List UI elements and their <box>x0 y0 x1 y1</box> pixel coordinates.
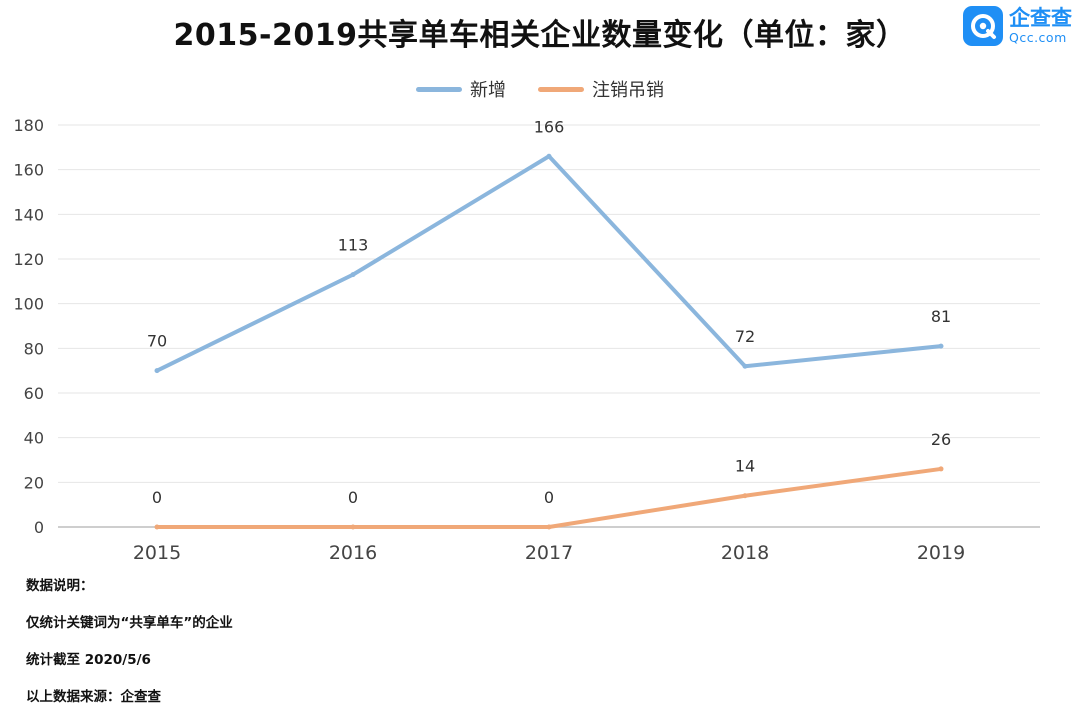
data-label: 0 <box>348 488 358 507</box>
data-label: 166 <box>534 117 565 136</box>
y-tick-label: 40 <box>24 429 44 448</box>
data-label: 26 <box>931 430 951 449</box>
data-notes: 数据说明： 仅统计关键词为“共享单车”的企业 统计截至 2020/5/6 以上数… <box>26 576 233 724</box>
y-tick-label: 0 <box>34 518 44 537</box>
qcc-logo: 企查查 Qcc.com <box>963 6 1072 46</box>
notes-heading: 数据说明： <box>26 578 94 594</box>
data-label: 0 <box>152 488 162 507</box>
data-point <box>938 466 944 472</box>
chart-legend: 新增 注销吊销 <box>0 76 1080 102</box>
note-line-scope: 仅统计关键词为“共享单车”的企业 <box>26 615 233 631</box>
qcc-logo-icon <box>963 6 1003 46</box>
data-point <box>154 524 160 530</box>
y-tick-label: 140 <box>13 205 44 224</box>
chart-title: 2015-2019共享单车相关企业数量变化（单位：家） <box>173 18 907 53</box>
data-point <box>546 524 552 530</box>
legend-label-cancelled: 注销吊销 <box>592 80 664 101</box>
data-label: 72 <box>735 327 755 346</box>
data-point <box>742 493 748 499</box>
y-tick-label: 20 <box>24 473 44 492</box>
note-line-source: 以上数据来源：企查查 <box>26 689 161 705</box>
x-tick-label: 2015 <box>133 542 181 564</box>
y-tick-label: 160 <box>13 161 44 180</box>
data-point <box>742 363 748 369</box>
data-label: 14 <box>735 457 755 476</box>
legend-swatch-cancelled <box>538 86 584 92</box>
legend-swatch-new <box>416 86 462 92</box>
data-point <box>350 272 356 278</box>
logo-domain: Qcc.com <box>1009 29 1067 45</box>
x-tick-label: 2016 <box>329 542 377 564</box>
series-line-0 <box>155 154 943 373</box>
note-line-date: 统计截至 2020/5/6 <box>26 652 151 668</box>
data-label: 70 <box>147 332 167 351</box>
legend-item-cancelled: 注销吊销 <box>538 76 664 102</box>
data-label: 113 <box>338 236 369 255</box>
y-tick-label: 120 <box>13 250 44 269</box>
data-label: 0 <box>544 488 554 507</box>
data-point <box>938 343 944 349</box>
x-tick-label: 2019 <box>917 542 965 564</box>
y-tick-label: 80 <box>24 339 44 358</box>
data-label: 81 <box>931 307 951 326</box>
data-point <box>154 368 160 374</box>
x-tick-label: 2018 <box>721 542 769 564</box>
x-tick-label: 2017 <box>525 542 573 564</box>
y-tick-label: 180 <box>13 116 44 135</box>
data-point <box>350 524 356 530</box>
data-point <box>546 153 552 159</box>
legend-label-new: 新增 <box>470 80 506 101</box>
logo-name: 企查查 <box>1009 5 1072 30</box>
y-tick-label: 60 <box>24 384 44 403</box>
y-tick-label: 100 <box>13 295 44 314</box>
legend-item-new: 新增 <box>416 76 506 102</box>
